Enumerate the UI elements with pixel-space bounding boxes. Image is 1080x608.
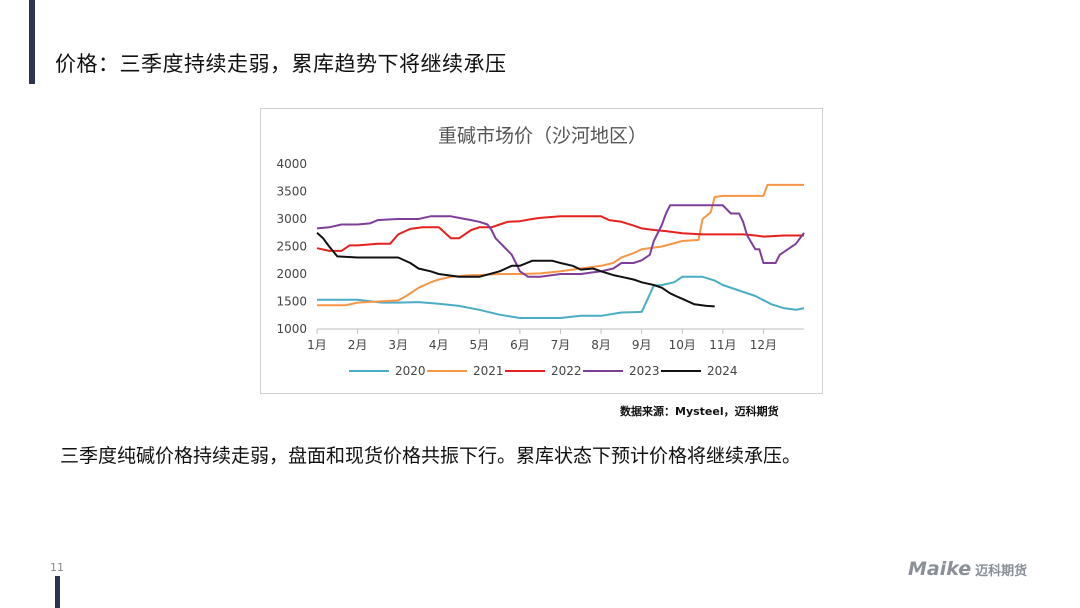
company-logo: Maike 迈科期货 (908, 558, 1027, 580)
legend-label-2024: 2024 (707, 364, 738, 378)
page-number: 11 (50, 561, 64, 574)
y-tick-label: 1000 (276, 322, 307, 336)
legend-label-2022: 2022 (551, 364, 582, 378)
data-source-note: 数据来源：Mysteel，迈科期货 (620, 405, 779, 418)
series-line-2021 (317, 183, 804, 307)
logo-chinese-name: 迈科期货 (975, 563, 1028, 579)
x-tick-label: 10月 (669, 338, 696, 352)
y-tick-label: 1500 (276, 295, 307, 309)
x-tick-label: 11月 (709, 338, 736, 352)
x-tick-label: 6月 (510, 338, 530, 352)
y-tick-label: 2000 (276, 267, 307, 281)
series-line-2023 (316, 204, 805, 278)
maike-logo-icon: Maike (908, 558, 972, 580)
x-tick-label: 7月 (551, 338, 571, 352)
chart-frame: 重碱市场价（沙河地区） 1000 1500 2000 2500 3000 3500 4000… (260, 108, 823, 394)
series-line-2024 (316, 232, 715, 308)
y-tick-label: 3500 (276, 185, 307, 199)
y-tick-label: 2500 (276, 240, 307, 254)
x-tick-label: 1月 (307, 338, 327, 352)
x-tick-label: 5月 (470, 338, 490, 352)
x-tick-label: 8月 (591, 338, 611, 352)
slide-body-text: 三季度纯碱价格持续走弱，盘面和现货价格共振下行。累库状态下预计价格将继续承压。 (60, 445, 802, 467)
x-tick-label: 2月 (348, 338, 368, 352)
y-tick-label: 3000 (276, 212, 307, 226)
slide-title: 价格：三季度持续走弱，累库趋势下将继续承压 (55, 52, 507, 76)
legend-label-2023: 2023 (629, 364, 660, 378)
chart-title: 重碱市场价（沙河地区） (437, 125, 647, 147)
legend-label-2020: 2020 (395, 364, 426, 378)
x-tick-label: 9月 (632, 338, 652, 352)
x-tick-label: 3月 (388, 338, 408, 352)
legend-label-2021: 2021 (473, 364, 504, 378)
y-tick-label: 4000 (276, 157, 307, 171)
accent-bar-bottom (55, 576, 60, 608)
price-line-chart: 1000 1500 2000 2500 3000 3500 4000 1月 2月 3月 4月 5月 6月… (276, 157, 805, 378)
x-tick-label: 12月 (750, 338, 777, 352)
series-line-2022 (316, 215, 804, 252)
series-line-2020 (317, 275, 805, 319)
x-tick-label: 4月 (429, 338, 449, 352)
accent-bar-top (29, 0, 35, 84)
